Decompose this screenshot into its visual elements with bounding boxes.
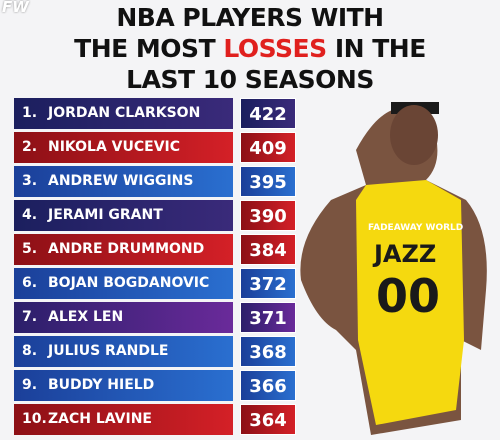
title-line: NBA PLAYERS WITH xyxy=(116,3,384,32)
player-name: ANDRE DRUMMOND xyxy=(48,241,205,257)
head xyxy=(390,105,438,165)
losses: 390 xyxy=(240,200,296,231)
rank: 7. xyxy=(22,309,38,325)
title-line: THE MOST LOSSES IN THE xyxy=(0,33,500,64)
rank: 4. xyxy=(22,207,38,223)
jersey-team: JAZZ xyxy=(372,240,436,268)
player-photo: FADEAWAY WORLD JAZZ 00 xyxy=(300,102,487,435)
player-cell: 5. ANDRE DRUMMOND xyxy=(14,234,233,265)
title: NBA PLAYERS WITH THE MOST LOSSES IN THE … xyxy=(0,2,500,95)
title-text: IN THE xyxy=(334,34,426,63)
player-cell: 3. ANDREW WIGGINS xyxy=(14,166,233,197)
title-text: THE MOST xyxy=(74,34,216,63)
rank: 6. xyxy=(22,275,38,291)
losses: 371 xyxy=(240,302,296,333)
player-name: JORDAN CLARKSON xyxy=(48,105,201,121)
ranking-table: 1. JORDAN CLARKSON 422 2. NIKOLA VUCEVIC 409 3… xyxy=(14,98,298,438)
title-line: LAST 10 SEASONS xyxy=(126,65,374,94)
rank: 10. xyxy=(22,411,47,427)
player-name: JULIUS RANDLE xyxy=(48,343,169,359)
player-name: NIKOLA VUCEVIC xyxy=(48,139,181,155)
player-name: ALEX LEN xyxy=(48,309,124,325)
player-name: ANDREW WIGGINS xyxy=(48,173,194,189)
table-row: 7. ALEX LEN 371 xyxy=(14,302,298,333)
player-name: BOJAN BOGDANOVIC xyxy=(48,275,210,291)
losses: 384 xyxy=(240,234,296,265)
table-row: 4. JERAMI GRANT 390 xyxy=(14,200,298,231)
rank: 5. xyxy=(22,241,38,257)
rank: 1. xyxy=(22,105,38,121)
table-row: 6. BOJAN BOGDANOVIC 372 xyxy=(14,268,298,299)
watermark: FADEAWAY WORLD xyxy=(368,223,463,233)
rank: 8. xyxy=(22,343,38,359)
jersey-number: 00 xyxy=(376,269,440,323)
player-cell: 4. JERAMI GRANT xyxy=(14,200,233,231)
player-cell: 7. ALEX LEN xyxy=(14,302,233,333)
player-cell: 10.ZACH LAVINE xyxy=(14,404,233,435)
table-row: 1. JORDAN CLARKSON 422 xyxy=(14,98,298,129)
table-row: 3. ANDREW WIGGINS 395 xyxy=(14,166,298,197)
player-cell: 2. NIKOLA VUCEVIC xyxy=(14,132,233,163)
jersey xyxy=(356,180,464,425)
losses: 366 xyxy=(240,370,296,401)
losses: 422 xyxy=(240,98,296,129)
table-row: 9. BUDDY HIELD 366 xyxy=(14,370,298,401)
losses: 368 xyxy=(240,336,296,367)
rank: 2. xyxy=(22,139,38,155)
player-cell: 6. BOJAN BOGDANOVIC xyxy=(14,268,233,299)
title-highlight: LOSSES xyxy=(223,34,327,63)
table-row: 10.ZACH LAVINE 364 xyxy=(14,404,298,435)
rank: 9. xyxy=(22,377,38,393)
logo: FW xyxy=(2,0,29,16)
losses: 395 xyxy=(240,166,296,197)
player-cell: 9. BUDDY HIELD xyxy=(14,370,233,401)
table-row: 5. ANDRE DRUMMOND 384 xyxy=(14,234,298,265)
player-cell: 1. JORDAN CLARKSON xyxy=(14,98,233,129)
table-row: 2. NIKOLA VUCEVIC 409 xyxy=(14,132,298,163)
player-cell: 8. JULIUS RANDLE xyxy=(14,336,233,367)
rank: 3. xyxy=(22,173,38,189)
player-name: BUDDY HIELD xyxy=(48,377,155,393)
player-name: ZACH LAVINE xyxy=(48,411,152,427)
player-name: JERAMI GRANT xyxy=(48,207,163,223)
table-row: 8. JULIUS RANDLE 368 xyxy=(14,336,298,367)
losses: 372 xyxy=(240,268,296,299)
losses: 409 xyxy=(240,132,296,163)
losses: 364 xyxy=(240,404,296,435)
